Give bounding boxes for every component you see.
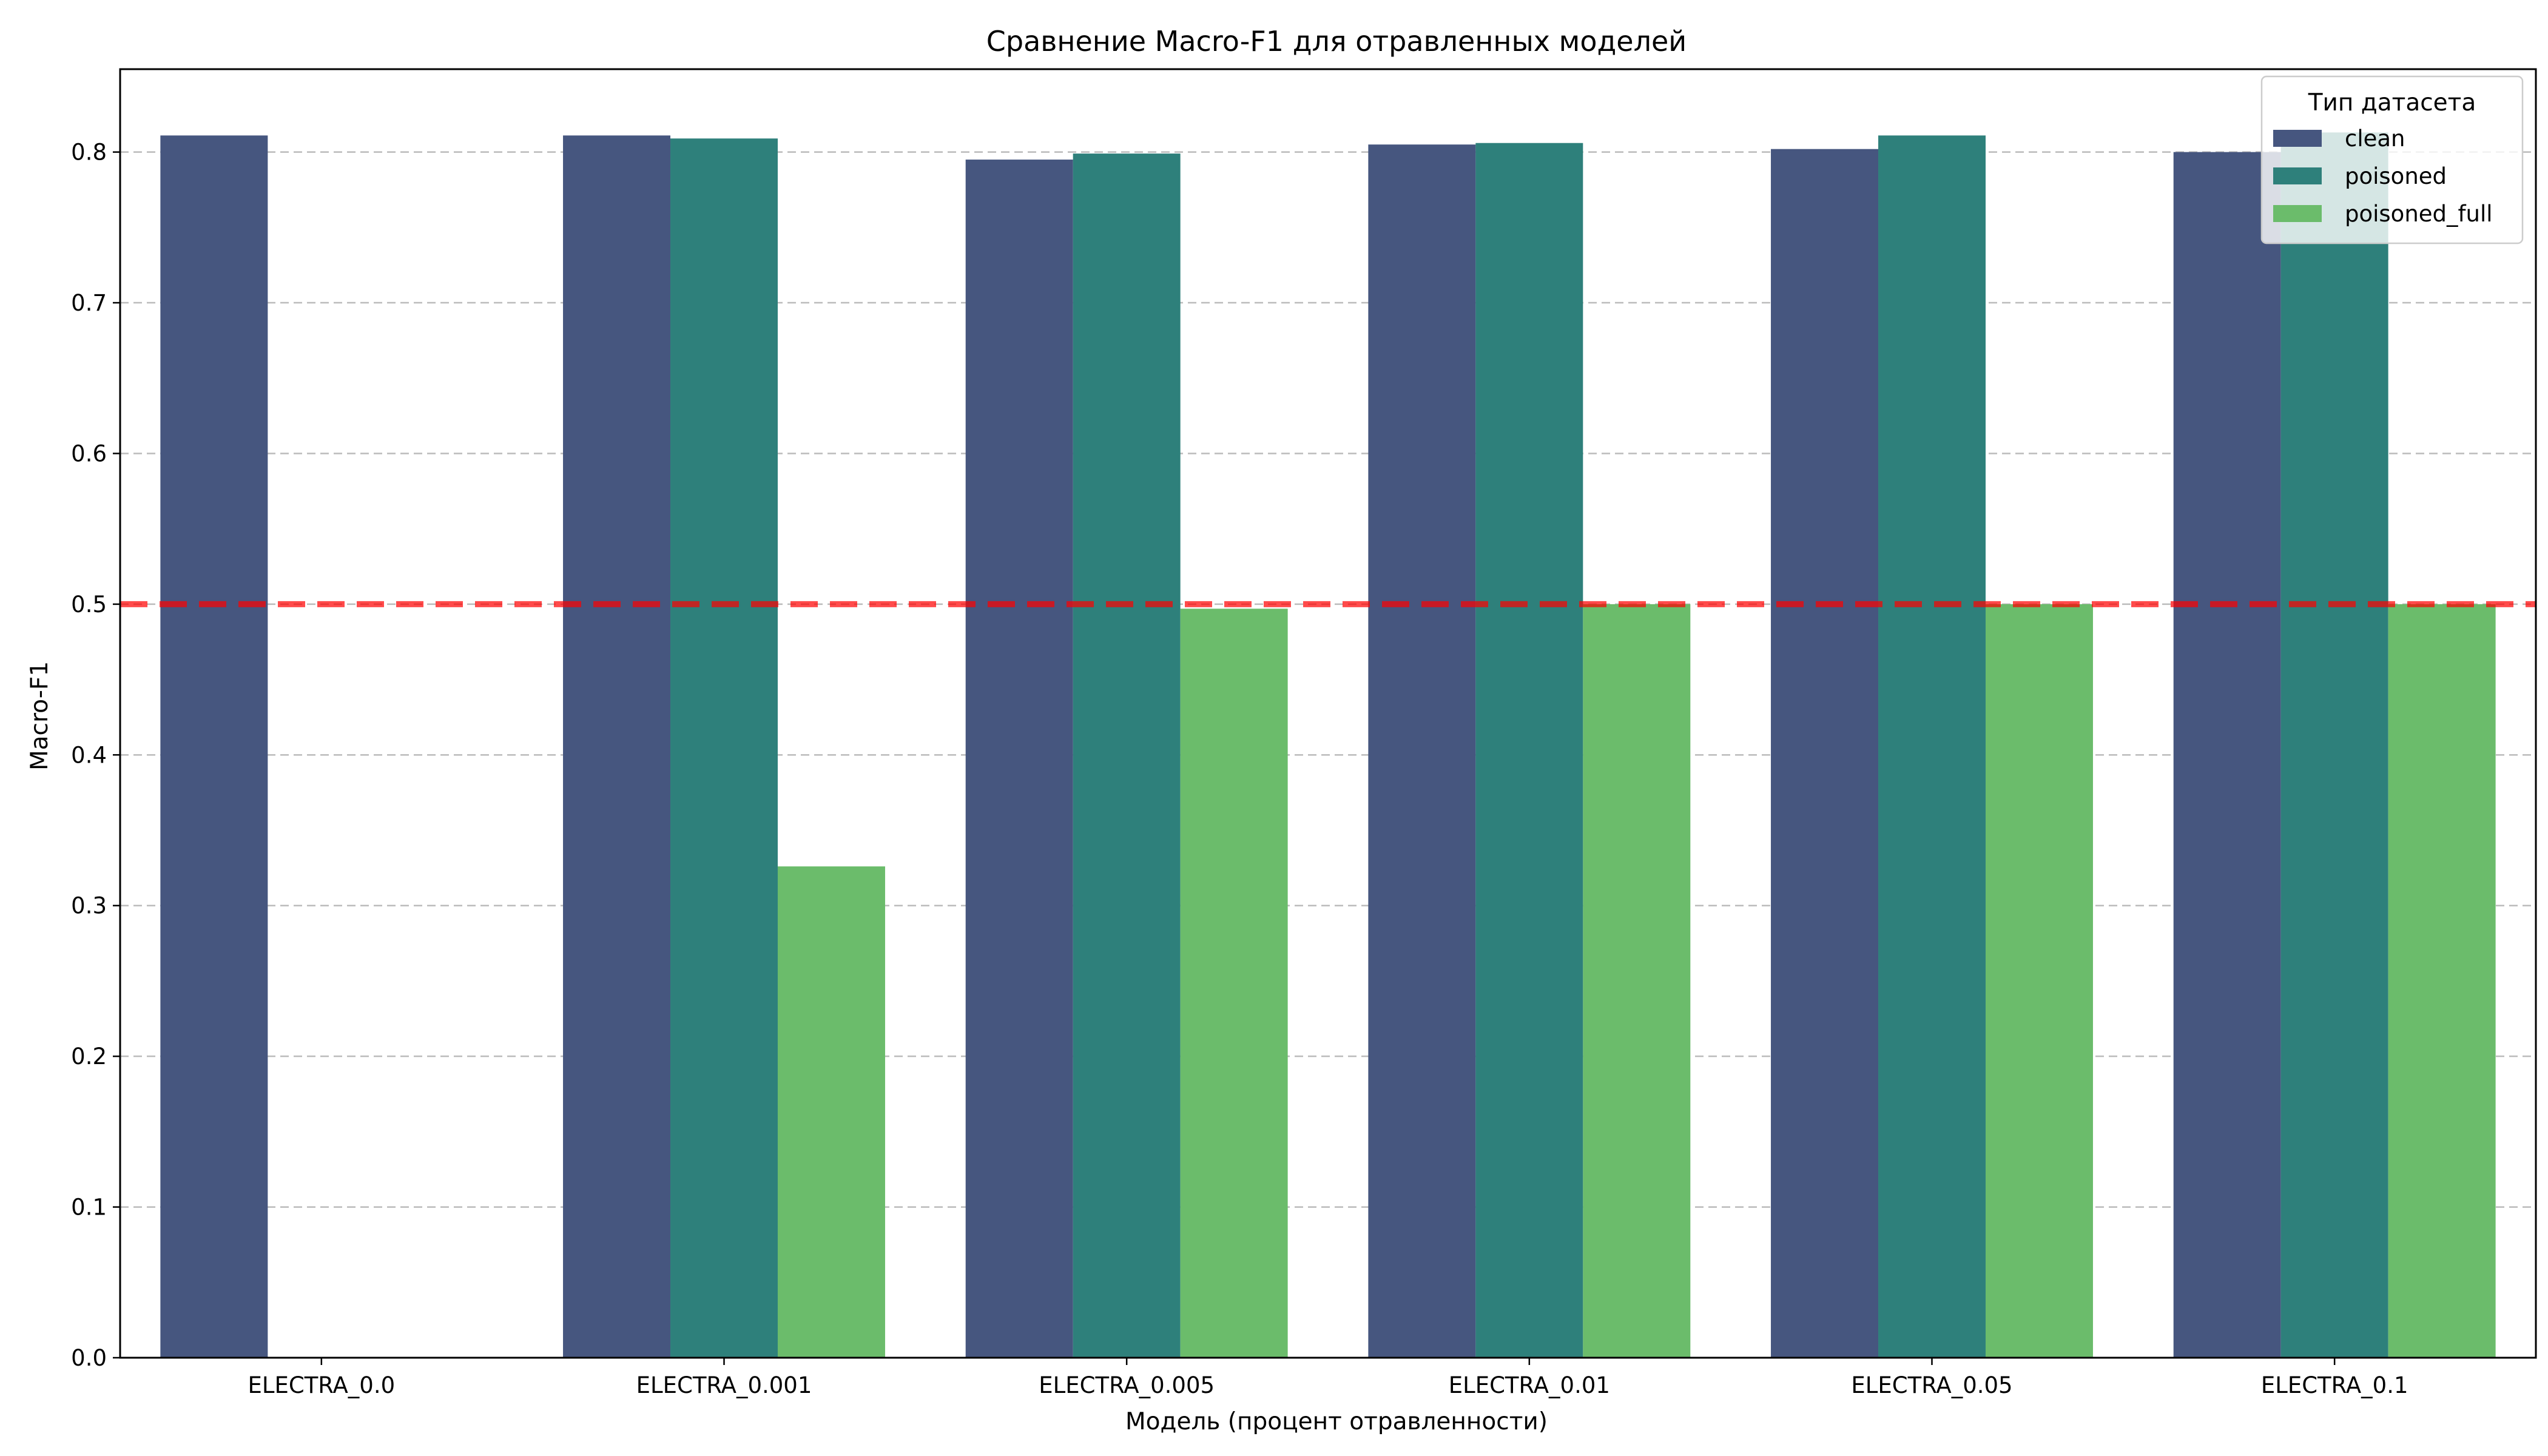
chart-title: Сравнение Macro-F1 для отравленных модел… bbox=[986, 25, 1687, 58]
bar-clean-ELECTRA_0.01 bbox=[1368, 144, 1476, 1358]
bar-poisoned-ELECTRA_0.1 bbox=[2280, 132, 2388, 1358]
legend-label-poisoned: poisoned bbox=[2345, 163, 2447, 189]
y-tick-label: 0.5 bbox=[71, 592, 107, 618]
bar-poisoned-ELECTRA_0.005 bbox=[1073, 153, 1181, 1358]
bar-poisoned-ELECTRA_0.001 bbox=[670, 138, 778, 1358]
x-axis-ticks: ELECTRA_0.0 ELECTRA_0.001 ELECTRA_0.005 ELE… bbox=[248, 1358, 2408, 1398]
y-axis-title: Macro-F1 bbox=[26, 661, 53, 770]
plot-frame bbox=[119, 68, 2537, 1359]
legend-title: Тип датасета bbox=[2308, 89, 2476, 116]
x-tick-label: ELECTRA_0.01 bbox=[1449, 1372, 1610, 1398]
y-tick-label: 0.7 bbox=[71, 290, 107, 316]
y-axis-ticks: 0.0 0.1 0.2 0.3 0.4 0.5 0.6 0.7 0.8 bbox=[71, 140, 120, 1371]
legend-label-clean: clean bbox=[2345, 126, 2405, 152]
bar-clean-ELECTRA_0.1 bbox=[2173, 152, 2281, 1358]
x-tick-label: ELECTRA_0.1 bbox=[2261, 1372, 2408, 1398]
legend-box bbox=[2260, 75, 2524, 244]
bar-poisoned_full-ELECTRA_0.005 bbox=[1180, 608, 1288, 1358]
bar-poisoned_full-ELECTRA_0.05 bbox=[1985, 604, 2093, 1358]
bar-poisoned_full-ELECTRA_0.001 bbox=[777, 866, 885, 1358]
y-tick-label: 0.0 bbox=[71, 1345, 107, 1371]
y-tick-label: 0.4 bbox=[71, 742, 107, 768]
y-tick-label: 0.6 bbox=[71, 440, 107, 467]
legend-swatch-poisoned bbox=[2273, 167, 2322, 184]
bar-clean-ELECTRA_0.005 bbox=[965, 160, 1073, 1358]
legend-swatch-clean bbox=[2273, 130, 2322, 147]
y-tick-label: 0.1 bbox=[71, 1195, 107, 1221]
bar-clean-ELECTRA_0.001 bbox=[563, 135, 671, 1358]
y-tick-label: 0.3 bbox=[71, 893, 107, 919]
x-tick-label: ELECTRA_0.005 bbox=[1039, 1372, 1215, 1398]
bar-poisoned_full-ELECTRA_0.1 bbox=[2388, 604, 2496, 1358]
x-tick-label: ELECTRA_0.001 bbox=[636, 1372, 812, 1398]
x-tick-label: ELECTRA_0.05 bbox=[1851, 1372, 2012, 1398]
bar-poisoned_full-ELECTRA_0.01 bbox=[1583, 604, 1691, 1358]
x-tick-label: ELECTRA_0.0 bbox=[248, 1372, 395, 1398]
bar-poisoned-ELECTRA_0.05 bbox=[1878, 135, 1986, 1358]
legend-swatch-poisoned_full bbox=[2273, 205, 2322, 222]
bar-poisoned-ELECTRA_0.01 bbox=[1475, 143, 1583, 1358]
legend-label-poisoned_full: poisoned_full bbox=[2345, 201, 2493, 227]
bars bbox=[160, 132, 2496, 1358]
y-tick-label: 0.8 bbox=[71, 140, 107, 166]
x-axis-title: Модель (процент отравленности) bbox=[1125, 1408, 1548, 1435]
bar-clean-ELECTRA_0.05 bbox=[1771, 149, 1879, 1358]
bar-clean-ELECTRA_0.0 bbox=[160, 135, 268, 1358]
y-tick-label: 0.2 bbox=[71, 1043, 107, 1070]
legend: Тип датасета clean poisoned poisoned_full bbox=[2260, 75, 2524, 244]
